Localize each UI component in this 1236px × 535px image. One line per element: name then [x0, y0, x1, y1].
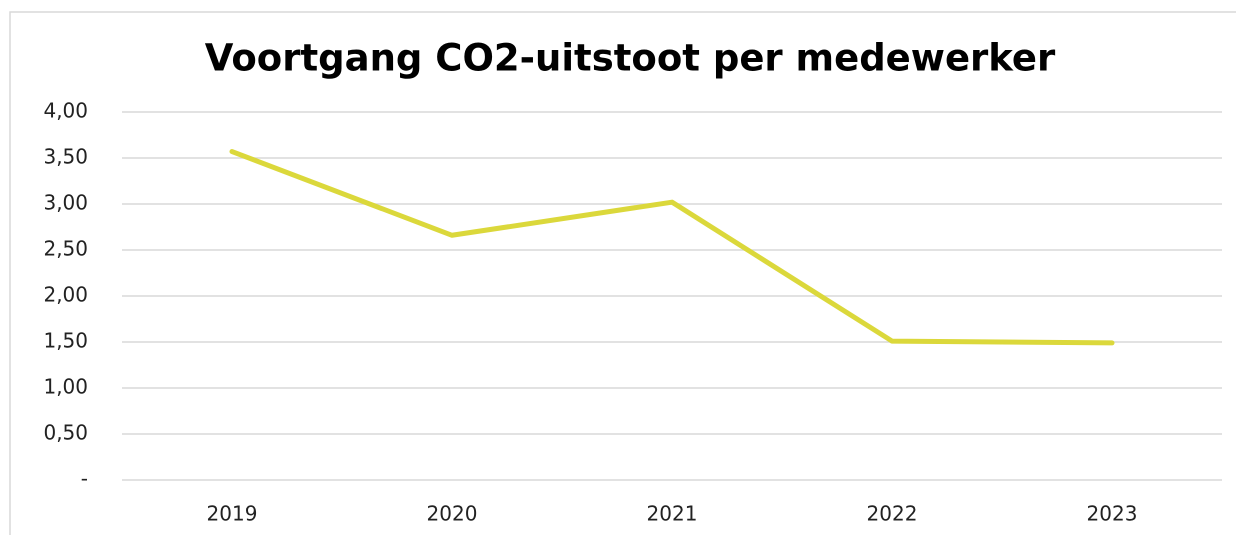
y-tick-label: 1,50 [43, 329, 88, 353]
y-tick-label: 2,50 [43, 237, 88, 261]
y-tick-label: 4,00 [43, 99, 88, 123]
chart-frame [9, 11, 1236, 535]
y-tick-label: 0,50 [43, 421, 88, 445]
x-tick-label: 2021 [647, 502, 698, 526]
data-line [229, 149, 1115, 346]
y-tick-label: - [81, 467, 88, 491]
x-tick-label: 2020 [427, 502, 478, 526]
y-tick-label: 3,00 [43, 191, 88, 215]
x-tick-label: 2023 [1087, 502, 1138, 526]
chart-title: Voortgang CO2-uitstoot per medewerker [205, 37, 1056, 80]
y-tick-label: 3,50 [43, 145, 88, 169]
x-tick-label: 2022 [867, 502, 918, 526]
x-tick-label: 2019 [207, 502, 258, 526]
y-tick-label: 2,00 [43, 283, 88, 307]
y-tick-label: 1,00 [43, 375, 88, 399]
